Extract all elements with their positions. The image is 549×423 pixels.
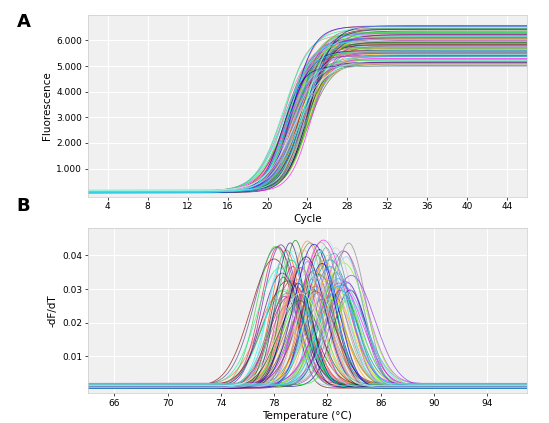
X-axis label: Temperature (°C): Temperature (°C) xyxy=(262,411,352,421)
X-axis label: Cycle: Cycle xyxy=(293,214,322,224)
Text: B: B xyxy=(16,197,30,215)
Y-axis label: -dF/dT: -dF/dT xyxy=(48,294,58,327)
Text: A: A xyxy=(16,13,30,31)
Y-axis label: Fluorescence: Fluorescence xyxy=(42,71,52,140)
